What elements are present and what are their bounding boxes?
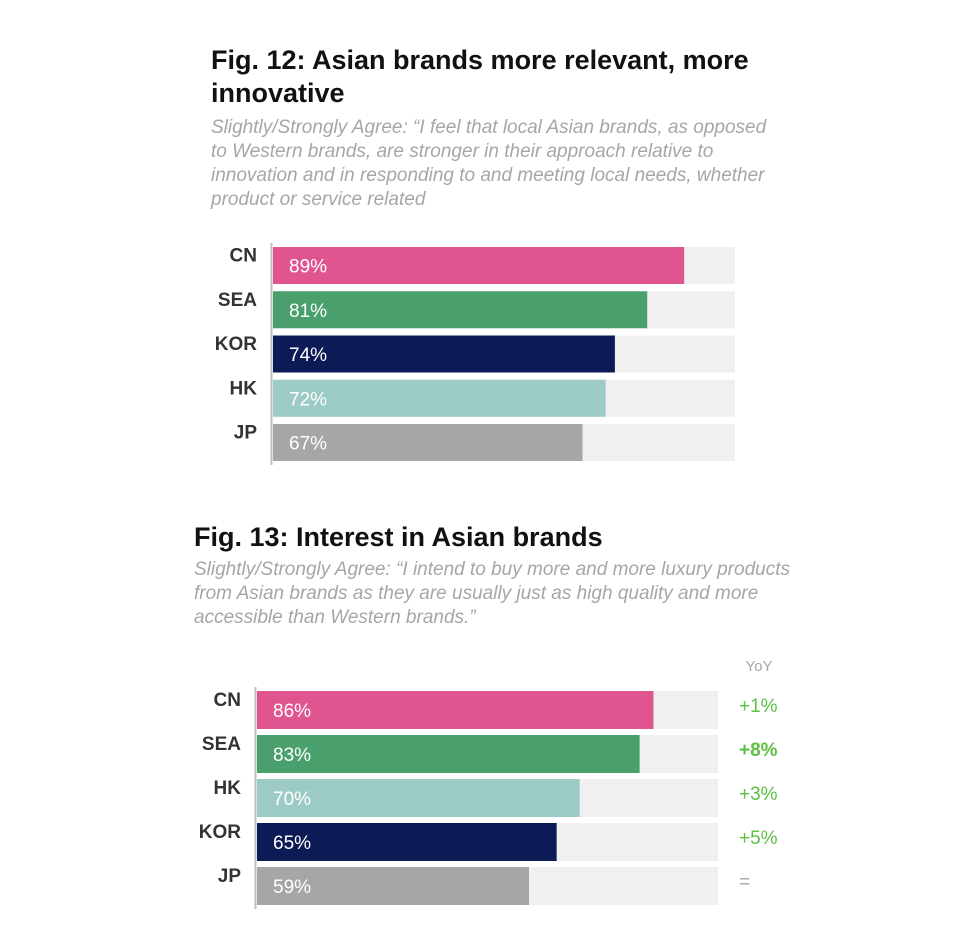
fig12-value-label: 74%	[289, 345, 327, 366]
fig13-category-label: SEA	[202, 734, 241, 755]
fig13-value-label: 59%	[273, 877, 311, 898]
fig12-bar-chart: CN 89% SEA 81% KOR 74% HK 72% JP 67%	[215, 243, 735, 465]
fig13-yoy-label: +8%	[739, 740, 778, 761]
fig13-yoy-label: +5%	[739, 828, 778, 849]
fig13-value-label: 70%	[273, 789, 311, 810]
fig13-category-label: JP	[218, 866, 242, 887]
fig13-category-label: HK	[214, 778, 242, 799]
fig13-yoy-header: YoY	[746, 658, 773, 675]
fig13-yoy-label: +1%	[739, 696, 778, 717]
fig13-bar-chart: YoY CN 86% +1% SEA 83% +8% HK 70% +3% KOR 65% +5% JP 5…	[199, 658, 778, 909]
fig12-bar-jp	[273, 424, 583, 461]
fig12-value-label: 81%	[289, 301, 327, 322]
fig13-bar-jp	[257, 867, 529, 905]
fig12-bar-cn	[273, 247, 685, 284]
fig13-bar-kor	[257, 823, 557, 861]
fig13-category-label: KOR	[199, 822, 242, 843]
fig13-title: Fig. 13: Interest in Asian brands	[194, 522, 603, 552]
fig12-bar-sea	[273, 291, 648, 329]
fig13-value-label: 65%	[273, 833, 311, 854]
fig12-category-label: HK	[230, 378, 258, 399]
fig12-value-label: 89%	[289, 257, 327, 278]
fig13-bar-sea	[257, 735, 640, 773]
fig13-bar-hk	[257, 779, 580, 817]
fig13-value-label: 83%	[273, 745, 311, 766]
fig13-yoy-label: =	[739, 872, 750, 893]
fig12-category-label: SEA	[218, 290, 257, 311]
fig12-category-label: KOR	[215, 334, 258, 355]
fig13-subtitle: Slightly/Strongly Agree: “I intend to bu…	[194, 559, 790, 628]
fig12-category-label: CN	[230, 246, 257, 267]
fig13-yoy-label: +3%	[739, 784, 778, 805]
fig12-value-label: 72%	[289, 389, 327, 410]
fig12-title: Fig. 12: Asian brands more relevant, mor…	[211, 45, 749, 108]
fig13-value-label: 86%	[273, 701, 311, 722]
fig13-category-label: CN	[214, 690, 241, 711]
fig12-subtitle: Slightly/Strongly Agree: “I feel that lo…	[211, 117, 767, 210]
fig12-category-label: JP	[234, 423, 258, 444]
fig13-bar-cn	[257, 691, 654, 729]
fig12-bar-hk	[273, 379, 606, 417]
fig12-bar-kor	[273, 335, 615, 373]
fig12-value-label: 67%	[289, 434, 327, 455]
